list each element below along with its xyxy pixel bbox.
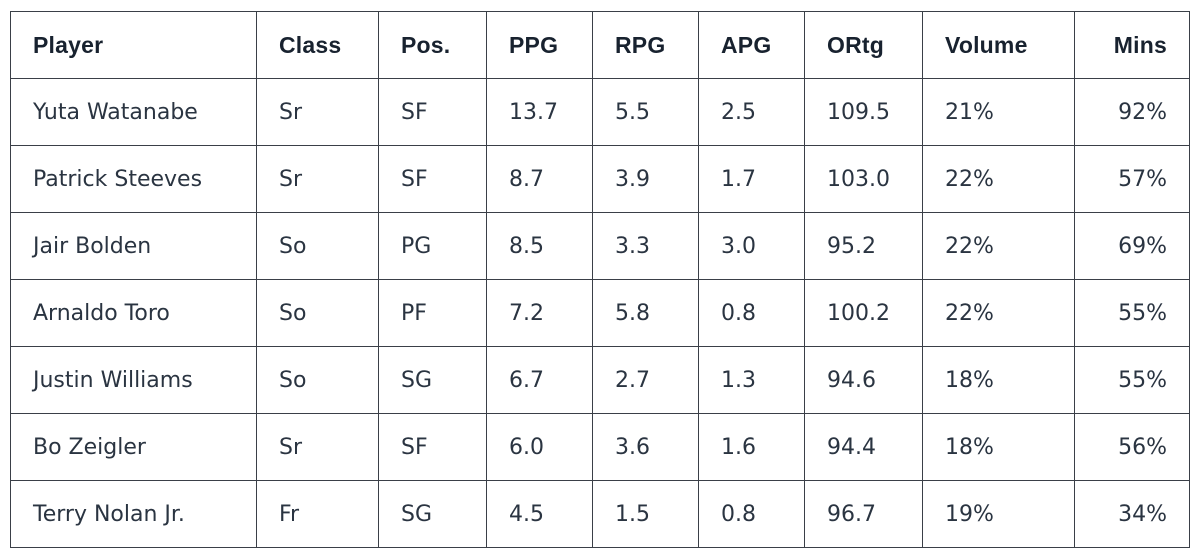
column-header-ppg: PPG bbox=[486, 11, 593, 79]
ppg-cell: 4.5 bbox=[486, 480, 593, 548]
ortg-cell: 103.0 bbox=[804, 145, 923, 213]
ortg-cell: 96.7 bbox=[804, 480, 923, 548]
player-cell: Bo Zeigler bbox=[10, 413, 257, 481]
volume-cell: 18% bbox=[922, 413, 1075, 481]
column-header-mins: Mins bbox=[1074, 11, 1190, 79]
column-header-player: Player bbox=[10, 11, 257, 79]
ppg-cell: 8.5 bbox=[486, 212, 593, 280]
mins-cell: 57% bbox=[1074, 145, 1190, 213]
column-header-apg: APG bbox=[698, 11, 805, 79]
volume-cell: 19% bbox=[922, 480, 1075, 548]
position-cell: SF bbox=[378, 413, 487, 481]
table-row: Terry Nolan Jr. Fr SG 4.5 1.5 0.8 96.7 19% 34% bbox=[10, 480, 1190, 548]
apg-cell: 1.3 bbox=[698, 346, 805, 414]
player-cell: Patrick Steeves bbox=[10, 145, 257, 213]
player-cell: Arnaldo Toro bbox=[10, 279, 257, 347]
ortg-cell: 94.4 bbox=[804, 413, 923, 481]
mins-cell: 92% bbox=[1074, 78, 1190, 146]
ortg-cell: 95.2 bbox=[804, 212, 923, 280]
player-cell: Jair Bolden bbox=[10, 212, 257, 280]
apg-cell: 0.8 bbox=[698, 279, 805, 347]
class-cell: So bbox=[256, 212, 379, 280]
ppg-cell: 13.7 bbox=[486, 78, 593, 146]
rpg-cell: 1.5 bbox=[592, 480, 699, 548]
volume-cell: 22% bbox=[922, 145, 1075, 213]
ortg-cell: 94.6 bbox=[804, 346, 923, 414]
column-header-ortg: ORtg bbox=[804, 11, 923, 79]
position-cell: SF bbox=[378, 145, 487, 213]
player-cell: Terry Nolan Jr. bbox=[10, 480, 257, 548]
table-row: Yuta Watanabe Sr SF 13.7 5.5 2.5 109.5 21% 92% bbox=[10, 78, 1190, 146]
volume-cell: 21% bbox=[922, 78, 1075, 146]
player-cell: Yuta Watanabe bbox=[10, 78, 257, 146]
class-cell: Sr bbox=[256, 413, 379, 481]
class-cell: So bbox=[256, 279, 379, 347]
table-body: Yuta Watanabe Sr SF 13.7 5.5 2.5 109.5 21% 92% Pa… bbox=[10, 78, 1190, 548]
rpg-cell: 2.7 bbox=[592, 346, 699, 414]
rpg-cell: 3.9 bbox=[592, 145, 699, 213]
position-cell: PG bbox=[378, 212, 487, 280]
class-cell: Sr bbox=[256, 78, 379, 146]
apg-cell: 1.7 bbox=[698, 145, 805, 213]
table-row: Justin Williams So SG 6.7 2.7 1.3 94.6 18% 55% bbox=[10, 346, 1190, 414]
mins-cell: 55% bbox=[1074, 279, 1190, 347]
class-cell: Fr bbox=[256, 480, 379, 548]
apg-cell: 0.8 bbox=[698, 480, 805, 548]
rpg-cell: 5.8 bbox=[592, 279, 699, 347]
player-stats-table: Player Class Pos. PPG RPG APG ORtg Volum… bbox=[10, 11, 1190, 548]
position-cell: PF bbox=[378, 279, 487, 347]
column-header-class: Class bbox=[256, 11, 379, 79]
position-cell: SG bbox=[378, 480, 487, 548]
rpg-cell: 5.5 bbox=[592, 78, 699, 146]
position-cell: SF bbox=[378, 78, 487, 146]
apg-cell: 3.0 bbox=[698, 212, 805, 280]
table-row: Patrick Steeves Sr SF 8.7 3.9 1.7 103.0 22% 57% bbox=[10, 145, 1190, 213]
table-row: Jair Bolden So PG 8.5 3.3 3.0 95.2 22% 69% bbox=[10, 212, 1190, 280]
apg-cell: 1.6 bbox=[698, 413, 805, 481]
ppg-cell: 6.7 bbox=[486, 346, 593, 414]
mins-cell: 56% bbox=[1074, 413, 1190, 481]
table-row: Bo Zeigler Sr SF 6.0 3.6 1.6 94.4 18% 56% bbox=[10, 413, 1190, 481]
volume-cell: 22% bbox=[922, 279, 1075, 347]
ppg-cell: 8.7 bbox=[486, 145, 593, 213]
class-cell: So bbox=[256, 346, 379, 414]
ppg-cell: 6.0 bbox=[486, 413, 593, 481]
table-row: Arnaldo Toro So PF 7.2 5.8 0.8 100.2 22% 55% bbox=[10, 279, 1190, 347]
ppg-cell: 7.2 bbox=[486, 279, 593, 347]
rpg-cell: 3.3 bbox=[592, 212, 699, 280]
mins-cell: 69% bbox=[1074, 212, 1190, 280]
ortg-cell: 109.5 bbox=[804, 78, 923, 146]
class-cell: Sr bbox=[256, 145, 379, 213]
volume-cell: 22% bbox=[922, 212, 1075, 280]
column-header-rpg: RPG bbox=[592, 11, 699, 79]
column-header-position: Pos. bbox=[378, 11, 487, 79]
ortg-cell: 100.2 bbox=[804, 279, 923, 347]
mins-cell: 34% bbox=[1074, 480, 1190, 548]
column-header-volume: Volume bbox=[922, 11, 1075, 79]
rpg-cell: 3.6 bbox=[592, 413, 699, 481]
apg-cell: 2.5 bbox=[698, 78, 805, 146]
mins-cell: 55% bbox=[1074, 346, 1190, 414]
position-cell: SG bbox=[378, 346, 487, 414]
player-cell: Justin Williams bbox=[10, 346, 257, 414]
header-row: Player Class Pos. PPG RPG APG ORtg Volum… bbox=[10, 11, 1190, 79]
volume-cell: 18% bbox=[922, 346, 1075, 414]
